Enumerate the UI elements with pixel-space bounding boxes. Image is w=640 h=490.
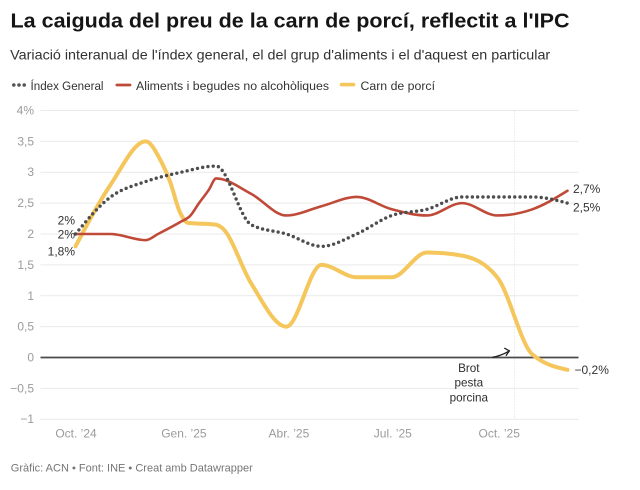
svg-text:−0,2%: −0,2%: [575, 363, 610, 377]
svg-text:Índex General: Índex General: [31, 78, 104, 93]
svg-text:Variació interanual de l'índex: Variació interanual de l'índex general, …: [10, 46, 550, 62]
svg-text:0,5: 0,5: [17, 320, 34, 334]
svg-text:Gen. ’25: Gen. ’25: [161, 427, 207, 441]
svg-text:3: 3: [27, 165, 34, 179]
svg-text:2%: 2%: [58, 214, 76, 228]
svg-text:La caiguda del preu de la carn: La caiguda del preu de la carn de porcí,…: [11, 9, 570, 32]
svg-text:Gràfic: ACN • Font: INE • Crea: Gràfic: ACN • Font: INE • Creat amb Data…: [11, 463, 253, 475]
svg-text:Jul. ’25: Jul. ’25: [374, 427, 412, 441]
svg-text:2,5: 2,5: [17, 196, 34, 210]
svg-text:Oct. ’25: Oct. ’25: [479, 427, 521, 441]
svg-text:−1: −1: [20, 412, 34, 426]
svg-text:2%: 2%: [58, 228, 76, 242]
svg-text:Aliments i begudes no alcohòli: Aliments i begudes no alcohòliques: [136, 79, 329, 93]
svg-text:4%: 4%: [17, 104, 35, 118]
svg-text:1,8%: 1,8%: [48, 245, 76, 259]
svg-text:0: 0: [27, 351, 34, 365]
svg-text:1: 1: [27, 289, 34, 303]
svg-text:2,5%: 2,5%: [573, 201, 601, 215]
svg-text:2: 2: [27, 227, 34, 241]
svg-text:Brot: Brot: [458, 362, 480, 375]
svg-text:Carn de porcí: Carn de porcí: [361, 79, 436, 93]
svg-text:pesta: pesta: [455, 377, 484, 390]
svg-text:3,5: 3,5: [17, 134, 34, 148]
svg-text:Oct. ’24: Oct. ’24: [55, 427, 97, 441]
svg-text:Abr. ’25: Abr. ’25: [269, 427, 310, 441]
svg-text:−0,5: −0,5: [10, 381, 34, 395]
svg-text:porcina: porcina: [450, 392, 489, 405]
svg-text:2,7%: 2,7%: [573, 182, 601, 196]
svg-text:1,5: 1,5: [17, 258, 34, 272]
